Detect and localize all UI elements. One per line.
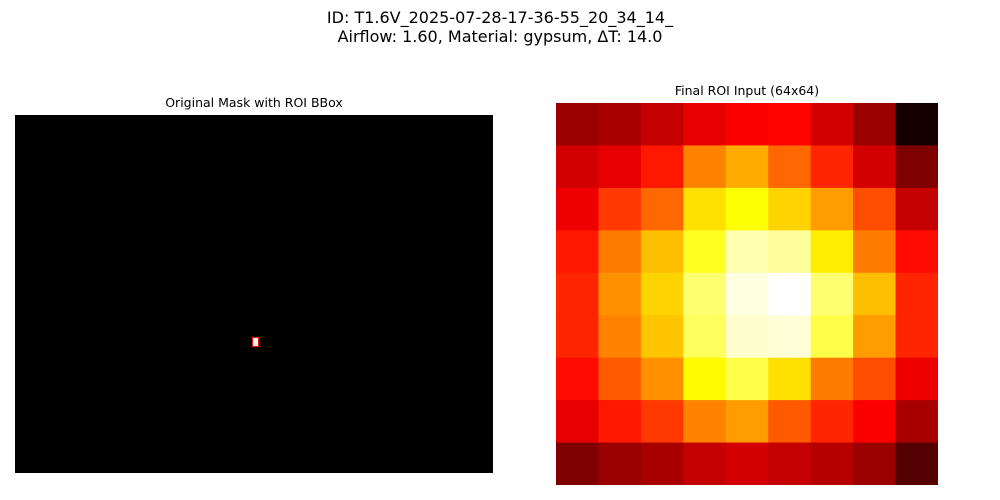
heatmap-cell-r5-c3 xyxy=(683,315,727,359)
heatmap-cell-r1-c0 xyxy=(556,145,600,189)
heatmap-cell-r6-c1 xyxy=(598,357,642,401)
heatmap-cell-r7-c5 xyxy=(768,400,812,444)
heatmap-cell-r8-c8 xyxy=(895,442,938,485)
heatmap-cell-r2-c8 xyxy=(895,187,938,231)
heatmap-cell-r7-c7 xyxy=(853,400,897,444)
heatmap-cell-r8-c3 xyxy=(683,442,727,485)
heatmap-cell-r4-c7 xyxy=(853,272,897,316)
heatmap-cell-r6-c5 xyxy=(768,357,812,401)
original-mask-image xyxy=(15,115,493,473)
heatmap-cell-r4-c0 xyxy=(556,272,600,316)
heatmap-cell-r1-c4 xyxy=(725,145,769,189)
heatmap-cell-r6-c8 xyxy=(895,357,938,401)
heatmap-cell-r1-c8 xyxy=(895,145,938,189)
heatmap-cell-r2-c7 xyxy=(853,187,897,231)
heatmap-cell-r4-c3 xyxy=(683,272,727,316)
heatmap-cell-r5-c1 xyxy=(598,315,642,359)
heatmap-cell-r1-c1 xyxy=(598,145,642,189)
heatmap-cell-r3-c2 xyxy=(640,230,684,274)
heatmap-cell-r6-c2 xyxy=(640,357,684,401)
heatmap-cell-r0-c6 xyxy=(810,103,854,147)
heatmap-cell-r2-c0 xyxy=(556,187,600,231)
heatmap-cell-r1-c3 xyxy=(683,145,727,189)
heatmap-cell-r0-c8 xyxy=(895,103,938,147)
heatmap-cell-r3-c4 xyxy=(725,230,769,274)
heatmap-cell-r8-c6 xyxy=(810,442,854,485)
heatmap-cell-r5-c8 xyxy=(895,315,938,359)
heatmap-cell-r3-c5 xyxy=(768,230,812,274)
heatmap-cell-r4-c6 xyxy=(810,272,854,316)
heatmap-cell-r3-c6 xyxy=(810,230,854,274)
heatmap-cell-r2-c5 xyxy=(768,187,812,231)
heatmap-cell-r8-c0 xyxy=(556,442,600,485)
heatmap-cell-r8-c7 xyxy=(853,442,897,485)
heatmap-cell-r6-c0 xyxy=(556,357,600,401)
heatmap-cell-r7-c2 xyxy=(640,400,684,444)
heatmap-cell-r0-c5 xyxy=(768,103,812,147)
heatmap-cell-r0-c3 xyxy=(683,103,727,147)
heatmap-cell-r5-c7 xyxy=(853,315,897,359)
heatmap-cell-r2-c2 xyxy=(640,187,684,231)
heatmap-cell-r4-c5 xyxy=(768,272,812,316)
heatmap-cell-r2-c1 xyxy=(598,187,642,231)
heatmap-cell-r5-c6 xyxy=(810,315,854,359)
roi-heatmap-title: Final ROI Input (64x64) xyxy=(674,83,820,98)
heatmap-cell-r7-c0 xyxy=(556,400,600,444)
heatmap-cell-r3-c3 xyxy=(683,230,727,274)
heatmap-cell-r7-c4 xyxy=(725,400,769,444)
heatmap-cell-r0-c7 xyxy=(853,103,897,147)
heatmap-cell-r1-c7 xyxy=(853,145,897,189)
roi-heatmap xyxy=(556,103,938,485)
heatmap-cell-r4-c2 xyxy=(640,272,684,316)
heatmap-cell-r0-c4 xyxy=(725,103,769,147)
heatmap-cell-r8-c2 xyxy=(640,442,684,485)
figure-suptitle-params: Airflow: 1.60, Material: gypsum, ΔT: 14.… xyxy=(337,27,663,46)
heatmap-cell-r3-c8 xyxy=(895,230,938,274)
heatmap-cell-r2-c4 xyxy=(725,187,769,231)
heatmap-cell-r7-c6 xyxy=(810,400,854,444)
heatmap-cell-r5-c5 xyxy=(768,315,812,359)
heatmap-cell-r5-c0 xyxy=(556,315,600,359)
roi-bounding-box xyxy=(251,336,259,347)
heatmap-cell-r5-c4 xyxy=(725,315,769,359)
heatmap-cell-r4-c4 xyxy=(725,272,769,316)
roi-heatmap-svg xyxy=(556,103,938,485)
heatmap-cell-r0-c0 xyxy=(556,103,600,147)
roi-mask-region xyxy=(253,338,257,345)
heatmap-cell-r0-c1 xyxy=(598,103,642,147)
heatmap-cell-r8-c1 xyxy=(598,442,642,485)
heatmap-cell-r3-c0 xyxy=(556,230,600,274)
heatmap-cell-r3-c7 xyxy=(853,230,897,274)
heatmap-cell-r7-c1 xyxy=(598,400,642,444)
heatmap-cell-r6-c3 xyxy=(683,357,727,401)
heatmap-cell-r1-c6 xyxy=(810,145,854,189)
mask-plot-title: Original Mask with ROI BBox xyxy=(165,95,343,110)
heatmap-cell-r4-c8 xyxy=(895,272,938,316)
heatmap-cell-r7-c8 xyxy=(895,400,938,444)
heatmap-cell-r3-c1 xyxy=(598,230,642,274)
heatmap-cell-r7-c3 xyxy=(683,400,727,444)
heatmap-cell-r1-c2 xyxy=(640,145,684,189)
figure-suptitle-id: ID: T1.6V_2025-07-28-17-36-55_20_34_14_ xyxy=(326,8,674,27)
heatmap-cell-r0-c2 xyxy=(640,103,684,147)
heatmap-cell-r6-c7 xyxy=(853,357,897,401)
heatmap-cell-r5-c2 xyxy=(640,315,684,359)
heatmap-cell-r8-c4 xyxy=(725,442,769,485)
heatmap-cell-r4-c1 xyxy=(598,272,642,316)
heatmap-cell-r2-c3 xyxy=(683,187,727,231)
heatmap-cell-r6-c6 xyxy=(810,357,854,401)
heatmap-cell-r2-c6 xyxy=(810,187,854,231)
heatmap-cell-r1-c5 xyxy=(768,145,812,189)
heatmap-cell-r6-c4 xyxy=(725,357,769,401)
heatmap-cell-r8-c5 xyxy=(768,442,812,485)
